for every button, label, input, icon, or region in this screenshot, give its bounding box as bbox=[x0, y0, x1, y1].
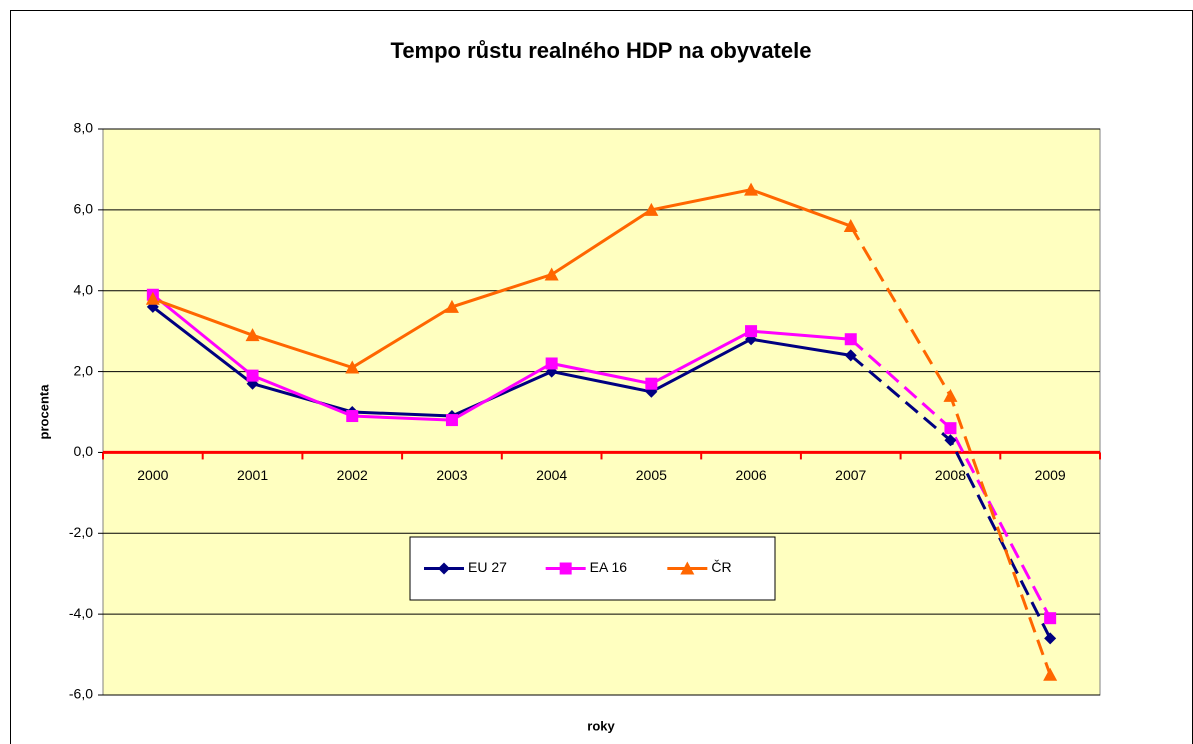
marker bbox=[943, 388, 958, 402]
marker bbox=[246, 369, 259, 382]
marker bbox=[444, 299, 459, 313]
marker bbox=[445, 414, 458, 427]
series-line bbox=[151, 293, 851, 422]
y-tick-label: 4,0 bbox=[74, 281, 94, 297]
y-tick-label: 8,0 bbox=[74, 120, 94, 136]
series-line bbox=[152, 188, 852, 370]
y-tick-label: 0,0 bbox=[74, 443, 94, 459]
marker bbox=[1043, 667, 1058, 681]
chart-title: Tempo růstu realného HDP na obyvatele bbox=[391, 38, 812, 63]
marker bbox=[644, 202, 659, 216]
marker bbox=[245, 328, 260, 342]
marker bbox=[345, 360, 360, 374]
legend-box bbox=[409, 536, 776, 601]
y-tick-label: -6,0 bbox=[69, 686, 93, 702]
marker bbox=[843, 219, 858, 233]
marker bbox=[944, 434, 957, 447]
x-axis-label: roky bbox=[587, 718, 615, 733]
legend-label: EU 27 bbox=[468, 559, 507, 575]
y-tick-label: -2,0 bbox=[69, 524, 93, 540]
marker bbox=[438, 562, 450, 575]
legend-label: EA 16 bbox=[590, 559, 628, 575]
y-tick-label: -4,0 bbox=[69, 605, 93, 621]
marker bbox=[346, 410, 359, 423]
x-tick-label: 2004 bbox=[536, 467, 567, 483]
marker bbox=[680, 561, 695, 575]
marker bbox=[944, 422, 957, 435]
y-axis-label: procenta bbox=[36, 384, 51, 440]
x-tick-label: 2009 bbox=[1035, 467, 1066, 483]
series-line bbox=[151, 305, 851, 418]
x-tick-label: 2007 bbox=[835, 467, 866, 483]
x-tick-label: 2000 bbox=[137, 467, 168, 483]
marker bbox=[744, 182, 759, 196]
plot-area bbox=[102, 128, 1101, 696]
legend-label: ČR bbox=[711, 559, 731, 575]
x-tick-label: 2002 bbox=[337, 467, 368, 483]
x-tick-label: 2008 bbox=[935, 467, 966, 483]
marker bbox=[145, 291, 160, 305]
marker bbox=[1044, 612, 1057, 625]
marker bbox=[844, 333, 857, 346]
marker bbox=[544, 267, 559, 281]
marker bbox=[545, 357, 558, 370]
y-tick-label: 2,0 bbox=[74, 362, 94, 378]
x-tick-label: 2003 bbox=[436, 467, 467, 483]
marker bbox=[559, 562, 572, 575]
marker bbox=[745, 325, 758, 338]
x-tick-label: 2005 bbox=[636, 467, 667, 483]
x-tick-label: 2006 bbox=[735, 467, 766, 483]
x-tick-label: 2001 bbox=[237, 467, 268, 483]
y-tick-label: 6,0 bbox=[74, 201, 94, 217]
marker bbox=[645, 377, 658, 390]
marker bbox=[1044, 632, 1057, 645]
marker bbox=[844, 349, 857, 362]
